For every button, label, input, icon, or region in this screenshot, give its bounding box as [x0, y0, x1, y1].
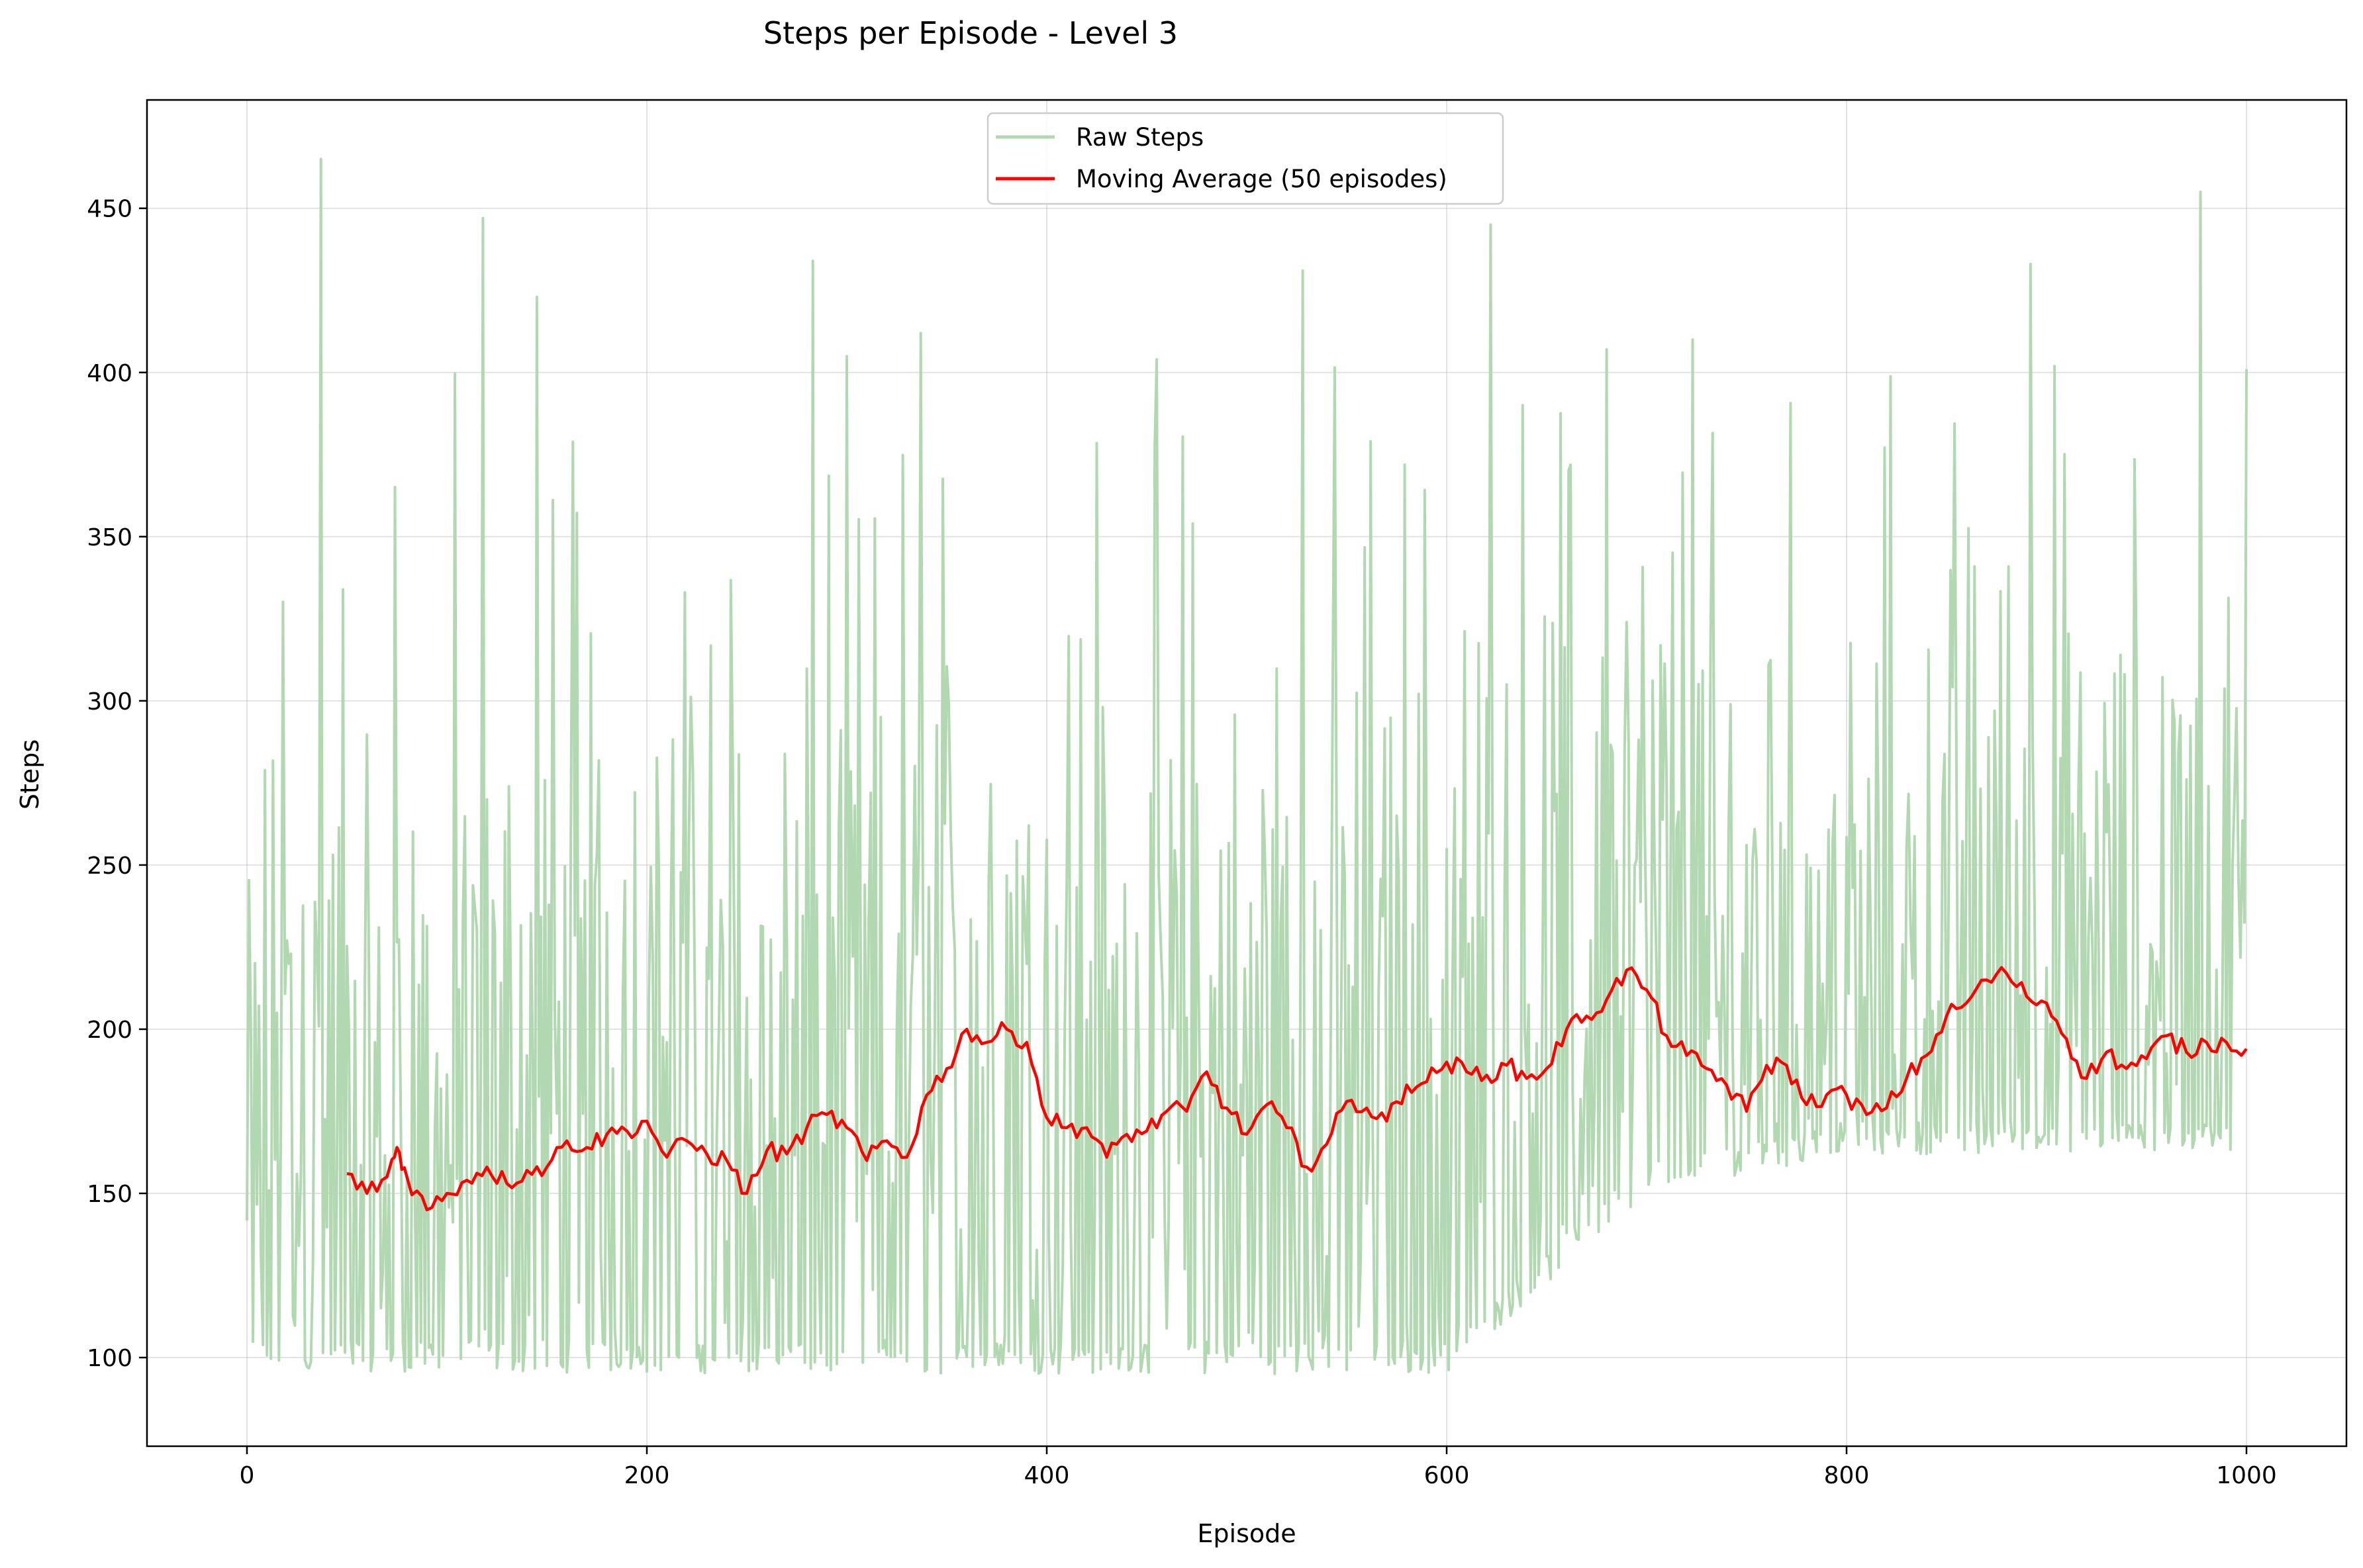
y-axis: 100 150 200 250 300 350 400 450: [87, 196, 147, 1372]
y-tick-label: 100: [87, 1345, 132, 1372]
legend-label-moving-average: Moving Average (50 episodes): [1076, 165, 1447, 193]
raw-steps-line: [246, 158, 2248, 1375]
y-axis-label: Steps: [15, 739, 44, 809]
x-tick-label: 200: [624, 1462, 670, 1489]
y-tick-label: 400: [87, 360, 132, 387]
legend-box: [987, 112, 1504, 205]
y-tick-label: 300: [87, 688, 132, 715]
x-tick-label: 1000: [2216, 1462, 2277, 1489]
x-tick-label: 600: [1424, 1462, 1470, 1489]
legend-label-raw-steps: Raw Steps: [1076, 123, 1204, 152]
y-tick-label: 150: [87, 1181, 132, 1208]
x-tick-label: 400: [1024, 1462, 1070, 1489]
x-axis-label: Episode: [1197, 1519, 1296, 1548]
x-tick-label: 0: [240, 1462, 255, 1489]
plot-frame: [146, 99, 2348, 1448]
y-tick-label: 350: [87, 524, 132, 551]
y-tick-label: 450: [87, 196, 132, 223]
x-tick-label: 800: [1824, 1462, 1870, 1489]
moving-average-line: [346, 966, 2248, 1212]
x-axis: 0 200 400 600 800 1000: [240, 1446, 2277, 1489]
y-tick-label: 200: [87, 1017, 132, 1044]
raw-steps-series: [246, 158, 2248, 1375]
y-tick-label: 250: [87, 853, 132, 880]
moving-average-series: [346, 966, 2248, 1212]
legend: Raw Steps Moving Average (50 episodes): [987, 112, 1504, 205]
chart-title: Steps per Episode - Level 3: [763, 15, 1178, 51]
